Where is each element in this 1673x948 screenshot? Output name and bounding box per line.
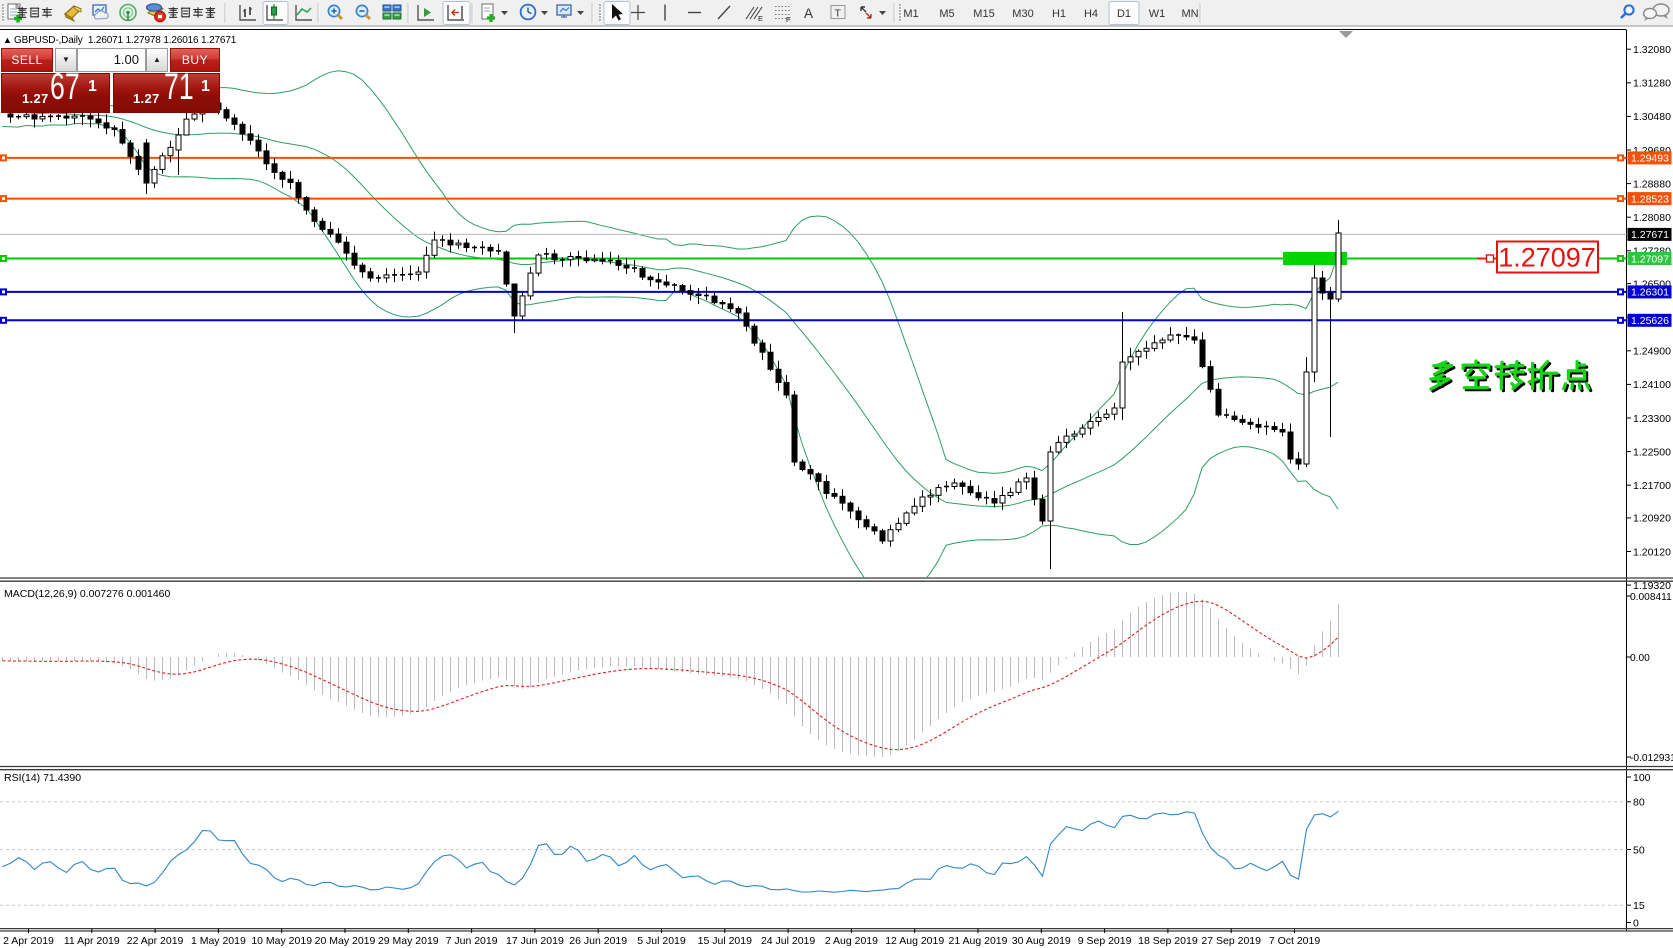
svg-text:1.24100: 1.24100	[1633, 379, 1671, 391]
svg-text:0.008411: 0.008411	[1630, 592, 1672, 603]
svg-text:RSI(14) 71.4390: RSI(14) 71.4390	[4, 772, 81, 784]
svg-text:1.30480: 1.30480	[1633, 111, 1671, 123]
svg-text:MN: MN	[1181, 8, 1198, 20]
svg-text:1.28880: 1.28880	[1633, 178, 1671, 190]
svg-text:1.20120: 1.20120	[1633, 546, 1671, 558]
svg-text:15 Jul 2019: 15 Jul 2019	[698, 935, 752, 947]
svg-text:1.28523: 1.28523	[1631, 193, 1669, 205]
svg-text:F: F	[786, 15, 791, 24]
svg-text:1 May 2019: 1 May 2019	[191, 935, 246, 947]
svg-text:1.26301: 1.26301	[1631, 287, 1669, 299]
svg-text:1.23300: 1.23300	[1633, 413, 1671, 425]
svg-text:1.19320: 1.19320	[1633, 580, 1671, 592]
svg-text:7 Jun 2019: 7 Jun 2019	[446, 935, 498, 947]
svg-text:80: 80	[1633, 797, 1645, 809]
svg-text:0.00: 0.00	[1630, 653, 1650, 664]
svg-text:-0.012931: -0.012931	[1630, 753, 1673, 764]
svg-text:2 Aug 2019: 2 Aug 2019	[825, 935, 878, 947]
svg-text:29 May 2019: 29 May 2019	[378, 935, 439, 947]
svg-text:100: 100	[1633, 772, 1651, 784]
svg-text:50: 50	[1633, 844, 1645, 856]
svg-text:27 Sep 2019: 27 Sep 2019	[1201, 935, 1261, 947]
svg-text:1.20920: 1.20920	[1633, 513, 1671, 525]
svg-text:M15: M15	[973, 8, 994, 20]
svg-text:20 May 2019: 20 May 2019	[315, 935, 376, 947]
svg-text:17 Jun 2019: 17 Jun 2019	[506, 935, 564, 947]
svg-text:1.24900: 1.24900	[1633, 346, 1671, 358]
svg-text:M30: M30	[1012, 8, 1033, 20]
svg-text:9 Sep 2019: 9 Sep 2019	[1078, 935, 1132, 947]
svg-text:1.32080: 1.32080	[1633, 44, 1671, 56]
svg-text:2 Apr 2019: 2 Apr 2019	[3, 935, 54, 947]
svg-text:1.27671: 1.27671	[1631, 229, 1669, 241]
svg-text:15: 15	[1633, 900, 1645, 912]
svg-text:1.25626: 1.25626	[1631, 315, 1669, 327]
svg-text:M1: M1	[903, 8, 918, 20]
svg-text:M5: M5	[939, 8, 954, 20]
svg-text:1.27097: 1.27097	[1631, 253, 1669, 265]
svg-text:H1: H1	[1052, 8, 1066, 20]
svg-text:1.31280: 1.31280	[1633, 78, 1671, 90]
svg-text:22 Apr 2019: 22 Apr 2019	[127, 935, 184, 947]
svg-text:1.22500: 1.22500	[1633, 446, 1671, 458]
svg-text:A: A	[804, 6, 813, 21]
svg-text:7 Oct 2019: 7 Oct 2019	[1269, 935, 1321, 947]
svg-text:12 Aug 2019: 12 Aug 2019	[885, 935, 944, 947]
svg-text:1.28080: 1.28080	[1633, 212, 1671, 224]
svg-text:W1: W1	[1149, 8, 1166, 20]
svg-text:21 Aug 2019: 21 Aug 2019	[949, 935, 1008, 947]
svg-text:H4: H4	[1084, 8, 1098, 20]
svg-text:1.29493: 1.29493	[1631, 153, 1669, 165]
svg-text:0: 0	[1633, 917, 1639, 929]
svg-text:5 Jul 2019: 5 Jul 2019	[637, 935, 686, 947]
svg-text:MACD(12,26,9) 0.007276 0.00146: MACD(12,26,9) 0.007276 0.001460	[4, 588, 171, 600]
svg-text:11 Apr 2019: 11 Apr 2019	[64, 935, 120, 947]
svg-text:T: T	[835, 8, 842, 20]
svg-text:24 Jul 2019: 24 Jul 2019	[761, 935, 815, 947]
svg-text:D1: D1	[1117, 8, 1131, 20]
svg-text:18 Sep 2019: 18 Sep 2019	[1138, 935, 1198, 947]
svg-text:E: E	[758, 14, 763, 23]
svg-text:1.27097: 1.27097	[1498, 243, 1596, 273]
svg-text:30 Aug 2019: 30 Aug 2019	[1012, 935, 1071, 947]
svg-text:26 Jun 2019: 26 Jun 2019	[569, 935, 627, 947]
svg-text:10 May 2019: 10 May 2019	[251, 935, 312, 947]
svg-text:1.21700: 1.21700	[1633, 480, 1671, 492]
